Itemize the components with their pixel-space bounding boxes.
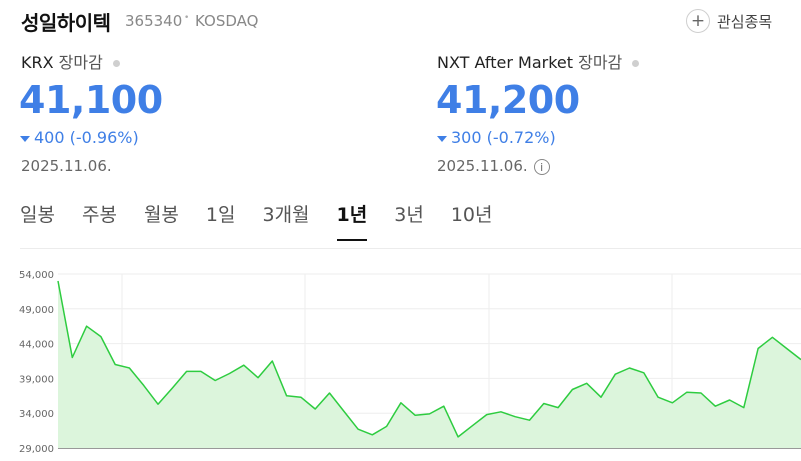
tab-monthly[interactable]: 월봉: [143, 204, 179, 226]
y-tick-label: 29,000: [19, 444, 54, 455]
stock-name: 성일하이텍: [21, 11, 111, 35]
watchlist-label: 관심종목: [717, 12, 773, 31]
tab-1year[interactable]: 1년: [336, 200, 367, 241]
period-tabs: 일봉 주봉 월봉 1일 3개월 1년 3년 10년: [20, 200, 520, 241]
down-triangle-icon: [20, 135, 30, 142]
status-dot-icon: [112, 60, 120, 67]
y-tick-label: 34,000: [19, 409, 54, 420]
plus-icon: +: [686, 9, 710, 33]
tab-1day[interactable]: 1일: [205, 204, 236, 226]
tab-10years[interactable]: 10년: [450, 204, 493, 226]
area-fill: [58, 281, 801, 448]
krx-date: 2025.11.06.: [21, 157, 112, 175]
separator-dot: •: [184, 13, 190, 23]
nxt-change: 300 (-0.72%): [437, 128, 556, 147]
nxt-label: NXT After Market: [437, 53, 574, 72]
krx-change-value: 400 (-0.96%): [34, 128, 139, 147]
info-icon[interactable]: i: [533, 158, 550, 175]
krx-change: 400 (-0.96%): [20, 128, 139, 147]
nxt-price: 41,200: [436, 78, 580, 122]
down-triangle-icon: [437, 135, 447, 142]
krx-label-row: KRX 장마감: [21, 49, 120, 73]
krx-status: 장마감: [58, 53, 103, 72]
price-chart[interactable]: 54,000 49,000 44,000 39,000 34,000 29,000: [0, 262, 801, 461]
tab-3years[interactable]: 3년: [394, 204, 424, 226]
y-tick-label: 49,000: [19, 305, 54, 316]
status-dot-icon: [632, 60, 640, 67]
market-name: KOSDAQ: [195, 12, 259, 30]
add-watchlist-button[interactable]: + 관심종목: [686, 7, 796, 35]
nxt-change-value: 300 (-0.72%): [451, 128, 556, 147]
krx-label: KRX: [21, 53, 54, 72]
y-tick-label: 54,000: [19, 270, 54, 281]
tab-daily[interactable]: 일봉: [20, 204, 55, 226]
tab-3months[interactable]: 3개월: [262, 204, 310, 226]
nxt-status: 장마감: [578, 53, 623, 72]
nxt-date-row: 2025.11.06. i: [437, 157, 550, 175]
nxt-label-row: NXT After Market 장마감: [437, 49, 640, 73]
nxt-date: 2025.11.06.: [437, 157, 528, 175]
tabs-divider: [20, 248, 801, 249]
tab-weekly[interactable]: 주봉: [81, 204, 117, 226]
krx-price: 41,100: [19, 78, 163, 122]
stock-code: 365340: [125, 12, 183, 30]
y-tick-label: 39,000: [19, 374, 54, 385]
y-tick-label: 44,000: [19, 340, 54, 351]
